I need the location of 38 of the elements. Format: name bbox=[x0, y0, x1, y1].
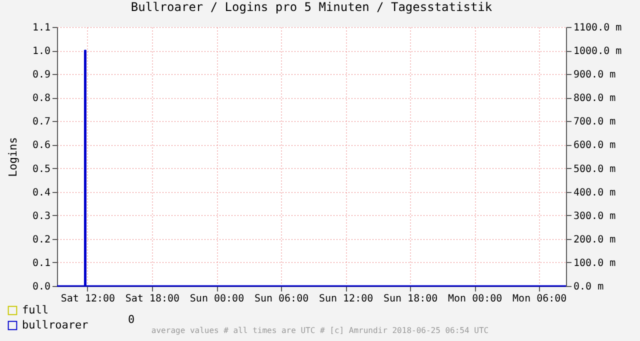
x-tick-label: Sun 06:00 bbox=[254, 294, 309, 304]
chart-title: Bullroarer / Logins pro 5 Minuten / Tagesstatistik bbox=[130, 0, 493, 14]
y-tick-label: 0.5 bbox=[32, 164, 50, 175]
y2-tick-label: 1000.0 m bbox=[574, 46, 622, 58]
y-tick-label: 0.3 bbox=[32, 210, 50, 222]
y2-tick-label: 100.0 m bbox=[574, 258, 616, 269]
y-tick-label: 0.8 bbox=[32, 93, 50, 104]
y-tick-label: 0.9 bbox=[32, 70, 50, 81]
y-tick-label: 0.6 bbox=[32, 140, 50, 152]
y2-tick-label: 300.0 m bbox=[574, 210, 616, 222]
y2-tick-label: 500.0 m bbox=[574, 164, 616, 175]
y2-tick-label: 900.0 m bbox=[574, 70, 616, 81]
x-tick-label: Sat 18:00 bbox=[125, 294, 180, 304]
y-tick-label: 0.1 bbox=[32, 258, 50, 269]
legend-label: full bbox=[22, 304, 48, 316]
y2-tick-label: 600.0 m bbox=[574, 140, 616, 152]
text: average values # all times are UTC # [c] Amrundir 2018-06-25 06:54 UTC bbox=[151, 326, 489, 335]
x-tick-label: Sat 12:00 bbox=[60, 294, 116, 304]
y2-tick-label: 0.0 m bbox=[574, 282, 604, 292]
y2-tick-label: 200.0 m bbox=[574, 234, 616, 246]
x-tick-label: Mon 00:00 bbox=[448, 294, 502, 304]
x-tick-label: Sun 00:00 bbox=[190, 294, 244, 304]
x-tick-label: Mon 06:00 bbox=[512, 294, 567, 304]
y2-tick-label: 400.0 m bbox=[574, 187, 616, 198]
y-tick-label: 0.2 bbox=[32, 234, 50, 246]
y2-tick-label: 1100.0 m bbox=[574, 22, 622, 34]
y-axis-title: Logins bbox=[6, 137, 20, 177]
y-tick-label: 0.4 bbox=[32, 187, 50, 198]
x-tick-label: Sun 18:00 bbox=[383, 294, 438, 304]
legend-label: bullroarer bbox=[22, 318, 89, 332]
y2-tick-label: 700.0 m bbox=[574, 116, 616, 128]
y-tick-label: 0.0 bbox=[32, 282, 50, 292]
y-tick-label: 1.1 bbox=[32, 22, 50, 34]
x-tick-label: Sun 12:00 bbox=[318, 294, 374, 304]
y-tick-label: 0.7 bbox=[32, 116, 50, 128]
y-tick-label: 1.0 bbox=[32, 46, 50, 58]
text: 0 bbox=[128, 313, 135, 326]
y2-tick-label: 800.0 m bbox=[574, 93, 616, 104]
